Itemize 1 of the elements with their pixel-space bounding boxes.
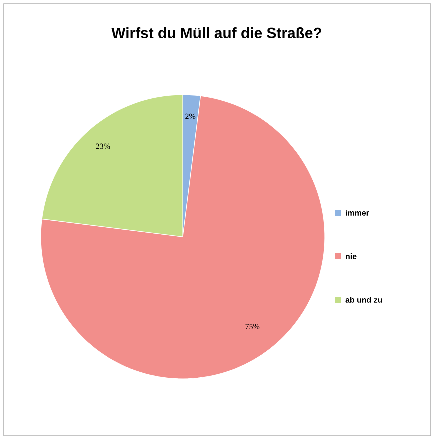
chart-title: Wirfst du Müll auf die Straße? <box>112 28 322 38</box>
